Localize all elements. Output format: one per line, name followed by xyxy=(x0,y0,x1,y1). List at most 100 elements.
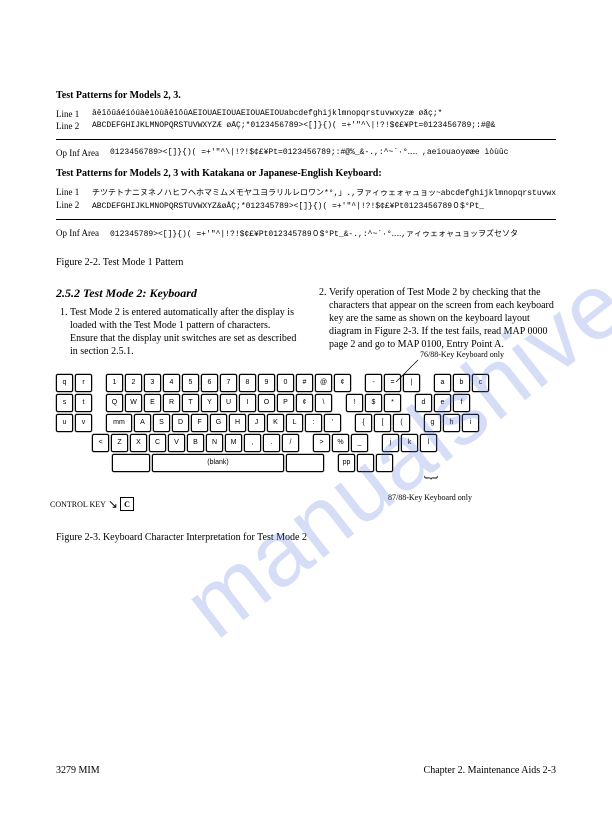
key: . xyxy=(263,434,280,452)
key: D xyxy=(172,414,189,432)
key: h xyxy=(443,414,460,432)
pattern1-line2: Line 2 ABCDEFGHIJKLMNOPQRSTUVWXYZÆ øÅÇ;*… xyxy=(56,121,556,131)
key: @ xyxy=(315,374,332,392)
key: e xyxy=(434,394,451,412)
line-label: Line 2 xyxy=(56,200,92,211)
key: d xyxy=(415,394,432,412)
test-pattern-heading-1: Test Patterns for Models 2, 3. xyxy=(56,90,556,101)
opinf-content: 0123456789><[]}{)( =+'"^\|!?!$¢£¥Pt=0123… xyxy=(110,148,556,158)
key: B xyxy=(187,434,204,452)
key: A xyxy=(134,414,151,432)
line-content: āēīōūáéíóúàèìòùâêîôûÄËÏÖÜÁÉÍÓÚÀÈÌÒÙÂÊÎÔÛ… xyxy=(92,109,556,119)
key: * xyxy=(384,394,401,412)
line-content: チツテトナニヌネノハヒフヘホマミムメモヤユヨラリルレロワン*°,」.,ヲァィゥェ… xyxy=(92,187,556,198)
key: % xyxy=(332,434,349,452)
key: c xyxy=(472,374,489,392)
opinf-row-2: Op Inf Area 012345789><[]}{)( =+'"^|!?!$… xyxy=(56,228,556,239)
key: ' xyxy=(324,414,341,432)
line-content: ABCDEFGHIJKLMNOPQRSTUVWXYZ&øÅÇ;*01234578… xyxy=(92,200,556,211)
key: K xyxy=(267,414,284,432)
key: P xyxy=(277,394,294,412)
ctrl-text: CONTROL KEY xyxy=(50,500,106,509)
key: T xyxy=(182,394,199,412)
spacebar-key: (blank) xyxy=(152,454,284,472)
line-label: Line 1 xyxy=(56,187,92,198)
list-item: Verify operation of Test Mode 2 by check… xyxy=(329,286,556,351)
opinf-label: Op Inf Area xyxy=(56,228,110,239)
key: j xyxy=(382,434,399,452)
key: ¢ xyxy=(296,394,313,412)
key: Q xyxy=(106,394,123,412)
footer-left: 3279 MIM xyxy=(56,765,100,776)
key: U xyxy=(220,394,237,412)
ctrl-key-icon: C xyxy=(120,497,134,511)
page-content: Test Patterns for Models 2, 3. Line 1 āē… xyxy=(0,0,612,601)
key: 4 xyxy=(163,374,180,392)
key: 0 xyxy=(277,374,294,392)
key: # xyxy=(296,374,313,392)
two-column-text: 2.5.2 Test Mode 2: Keyboard Test Mode 2 … xyxy=(56,286,556,358)
section-heading: 2.5.2 Test Mode 2: Keyboard xyxy=(56,286,297,302)
label-7688: 76/88-Key Keyboard only xyxy=(418,350,506,359)
key: s xyxy=(56,394,73,412)
key: i xyxy=(462,414,479,432)
brace-8788: ︸ 87/88-Key Keyboard only xyxy=(388,473,472,502)
control-key-label: CONTROL KEY ↘ C xyxy=(50,497,134,512)
key: 6 xyxy=(201,374,218,392)
key: b xyxy=(453,374,470,392)
key: ! xyxy=(346,394,363,412)
line-content: ABCDEFGHIJKLMNOPQRSTUVWXYZÆ øÅÇ;*0123456… xyxy=(92,121,556,131)
key: r xyxy=(75,374,92,392)
key: : xyxy=(305,414,322,432)
pattern2-line2: Line 2 ABCDEFGHIJKLMNOPQRSTUVWXYZ&øÅÇ;*0… xyxy=(56,200,556,211)
key: 8 xyxy=(239,374,256,392)
key: F xyxy=(191,414,208,432)
key: t xyxy=(75,394,92,412)
divider xyxy=(56,219,556,220)
line-label: Line 1 xyxy=(56,109,92,119)
key: X xyxy=(130,434,147,452)
key: q xyxy=(56,374,73,392)
page-footer: 3279 MIM Chapter 2. Maintenance Aids 2-3 xyxy=(56,765,556,776)
figure-caption-1: Figure 2-2. Test Mode 1 Pattern xyxy=(56,257,556,268)
key: 7 xyxy=(220,374,237,392)
key: g xyxy=(424,414,441,432)
key: / xyxy=(282,434,299,452)
key: _ xyxy=(351,434,368,452)
key: G xyxy=(210,414,227,432)
key: ( xyxy=(393,414,410,432)
keyboard-diagram: 76/88-Key Keyboard only qr1234567890#@¢-… xyxy=(56,374,556,506)
key: W xyxy=(125,394,142,412)
key: 1 xyxy=(106,374,123,392)
label-text: 87/88-Key Keyboard only xyxy=(388,493,472,502)
key xyxy=(112,454,150,472)
key: 2 xyxy=(125,374,142,392)
key: I xyxy=(239,394,256,412)
key: v xyxy=(75,414,92,432)
key: E xyxy=(144,394,161,412)
list-item: Test Mode 2 is entered automatically aft… xyxy=(70,306,297,358)
key: $ xyxy=(365,394,382,412)
opinf-label: Op Inf Area xyxy=(56,148,110,158)
pattern1-line1: Line 1 āēīōūáéíóúàèìòùâêîôûÄËÏÖÜÁÉÍÓÚÀÈÌ… xyxy=(56,109,556,119)
key: S xyxy=(153,414,170,432)
key: O xyxy=(258,394,275,412)
key: H xyxy=(229,414,246,432)
key: \ xyxy=(315,394,332,412)
pattern2-line1: Line 1 チツテトナニヌネノハヒフヘホマミムメモヤユヨラリルレロワン*°,」… xyxy=(56,187,556,198)
key: Z xyxy=(111,434,128,452)
keyboard-rows: qr1234567890#@¢-=|abcstQWERTYUIOP¢\!$*de… xyxy=(56,374,556,472)
footer-right: Chapter 2. Maintenance Aids 2-3 xyxy=(424,765,556,776)
right-column: Verify operation of Test Mode 2 by check… xyxy=(315,286,556,358)
key: 3 xyxy=(144,374,161,392)
key: pp xyxy=(338,454,355,472)
key: M xyxy=(225,434,242,452)
left-column: 2.5.2 Test Mode 2: Keyboard Test Mode 2 … xyxy=(56,286,297,358)
key: R xyxy=(163,394,180,412)
key: { xyxy=(355,414,372,432)
key: C xyxy=(149,434,166,452)
key: , xyxy=(244,434,261,452)
key: Y xyxy=(201,394,218,412)
key: [ xyxy=(374,414,391,432)
key: N xyxy=(206,434,223,452)
